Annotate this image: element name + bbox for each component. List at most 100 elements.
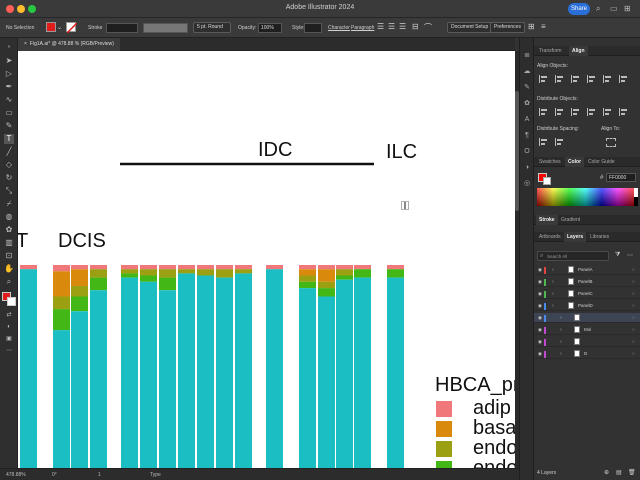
artboard-number[interactable]: 1 (98, 472, 101, 478)
visibility-eye-icon[interactable]: ◉ (538, 351, 542, 356)
distribute-icon[interactable] (571, 108, 580, 116)
tab-layers[interactable]: Layers (564, 232, 587, 242)
arrange-icon[interactable]: ⊞ (624, 4, 631, 13)
layers-options-icon[interactable]: ⋯ (627, 253, 633, 259)
target-circle-icon[interactable]: ○ (632, 315, 635, 320)
color-spectrum[interactable] (537, 188, 634, 206)
eraser-tool-icon[interactable]: ◇ (5, 160, 13, 169)
tab-align[interactable]: Align (569, 46, 588, 56)
target-circle-icon[interactable]: ○ (632, 339, 635, 344)
artboard-canvas[interactable]: IDC ILC T DCIS HBCA_pr adip basa endo endo (18, 51, 515, 468)
selection-tool-icon[interactable]: ➤ (5, 56, 13, 65)
align-right-icon[interactable]: ☰ (399, 22, 407, 31)
white-swatch[interactable] (634, 188, 638, 197)
fill-swatch[interactable] (46, 22, 56, 32)
layers-search-box[interactable]: ⌕ Search All (537, 251, 609, 261)
align-icon[interactable] (571, 75, 580, 83)
layer-row[interactable]: ◉ › D ○ (534, 349, 640, 359)
type-tool-icon[interactable]: T (4, 134, 14, 144)
appearance-icon[interactable]: ◎ (523, 180, 531, 187)
search-icon[interactable]: ⌕ (596, 4, 601, 13)
tab-color-guide[interactable]: Color Guide (588, 159, 615, 165)
target-circle-icon[interactable]: ○ (632, 303, 635, 308)
fill-color-icon[interactable] (2, 292, 11, 301)
distribute-icon[interactable] (619, 108, 628, 116)
libraries-icon[interactable]: ☁ (523, 68, 531, 75)
tab-swatches[interactable]: Swatches (539, 159, 561, 165)
blend-tool-icon[interactable]: ◍ (5, 212, 13, 221)
scroll-thumb[interactable] (515, 91, 519, 211)
tab-transform[interactable]: Transform (539, 48, 562, 54)
expand-arrow-icon[interactable]: › (552, 267, 554, 273)
spacing-icon[interactable] (555, 138, 564, 146)
minimize-window-button[interactable] (17, 5, 25, 13)
fill-dropdown-icon[interactable]: ⌄ (57, 25, 63, 31)
paintbrush-tool-icon[interactable]: ✎ (5, 121, 13, 130)
artboard-tool-icon[interactable]: ⊡ (5, 251, 13, 260)
rectangle-tool-icon[interactable]: ▭ (5, 108, 13, 117)
rotate-tool-icon[interactable]: ↻ (5, 173, 13, 182)
target-circle-icon[interactable]: ○ (632, 279, 635, 284)
draw-mode-icon[interactable]: ◐ (7, 324, 11, 330)
path-icon[interactable]: ⌒ (424, 23, 432, 32)
align-icon[interactable] (587, 75, 596, 83)
direct-selection-tool-icon[interactable]: ▷ (5, 69, 13, 78)
distribute-icon[interactable] (587, 108, 596, 116)
visibility-eye-icon[interactable]: ◉ (538, 267, 542, 272)
graph-tool-icon[interactable]: ▥ (5, 238, 13, 247)
graphic-style-dropdown[interactable] (304, 23, 322, 33)
stroke-color-icon[interactable] (7, 297, 16, 306)
opentype-icon[interactable]: O (524, 148, 530, 155)
opacity-field[interactable]: 100% (258, 23, 282, 33)
layers-filter-icon[interactable]: ⧩ (615, 252, 621, 258)
expand-arrow-icon[interactable]: › (560, 315, 562, 321)
rotation-value[interactable]: 0° (52, 472, 57, 478)
expand-arrow-icon[interactable]: › (552, 291, 554, 297)
curvature-tool-icon[interactable]: ∿ (5, 95, 13, 104)
more-tools-icon[interactable]: ⋯ (6, 348, 12, 354)
stroke-weight-field[interactable] (106, 23, 138, 33)
visibility-eye-icon[interactable]: ◉ (538, 303, 542, 308)
target-circle-icon[interactable]: ○ (632, 327, 635, 332)
tab-close-icon[interactable]: × (24, 41, 27, 47)
paragraph-link[interactable]: Paragraph (351, 25, 375, 31)
expand-arrow-icon[interactable]: › (560, 351, 562, 357)
layer-row[interactable]: ◉ › PanelD ○ (534, 301, 640, 311)
visibility-eye-icon[interactable]: ◉ (538, 279, 542, 284)
visibility-eye-icon[interactable]: ◉ (538, 315, 542, 320)
delete-layer-icon[interactable]: 🗑 (628, 470, 636, 476)
pen-tool-icon[interactable]: ✒ (5, 82, 13, 91)
layer-row[interactable]: ◉ › PanelB ○ (534, 277, 640, 287)
paragraph-icon[interactable]: ¶ (525, 132, 529, 139)
layer-row[interactable]: ◉ › PanelA ○ (534, 265, 640, 275)
align-center-icon[interactable]: ☰ (388, 22, 396, 31)
layer-row[interactable]: ◉ › ○ (534, 313, 640, 323)
preferences-button[interactable]: Preferences (490, 22, 525, 33)
tab-color[interactable]: Color (565, 157, 585, 167)
eyedropper-tool-icon[interactable]: ⌿ (6, 199, 12, 208)
align-icon[interactable] (539, 75, 548, 83)
arrange-documents-icon[interactable]: ⊞ (528, 22, 535, 31)
line-tool-icon[interactable]: ╱ (6, 147, 12, 156)
expand-arrow-icon[interactable]: › (552, 279, 554, 285)
distribute-icon[interactable] (603, 108, 612, 116)
zoom-level[interactable]: 478.88% (6, 472, 26, 478)
document-tab[interactable]: × Fig1A.ai* @ 478.88 % (RGB/Preview) (18, 38, 120, 51)
layer-row[interactable]: ◉ › PanelC ○ (534, 289, 640, 299)
distribute-icon[interactable] (555, 108, 564, 116)
swap-colors-icon[interactable]: ⇄ (6, 312, 12, 318)
symbol-sprayer-tool-icon[interactable]: ✿ (5, 225, 13, 234)
character-icon[interactable]: A (524, 116, 530, 123)
target-circle-icon[interactable]: ○ (632, 351, 635, 356)
visibility-eye-icon[interactable]: ◉ (538, 339, 542, 344)
hand-tool-icon[interactable]: ✋ (4, 264, 14, 273)
tab-artboards[interactable]: Artboards (539, 234, 561, 240)
control-menu-icon[interactable]: ≡ (541, 22, 546, 31)
new-sublayer-icon[interactable]: ▤ (616, 470, 622, 476)
share-button[interactable]: Share (568, 3, 590, 15)
tab-stroke[interactable]: Stroke (536, 215, 558, 225)
document-setup-button[interactable]: Document Setup (447, 22, 493, 33)
scale-tool-icon[interactable]: ⤡ (5, 186, 13, 195)
tab-gradient[interactable]: Gradient (561, 217, 581, 223)
spacing-icon[interactable] (539, 138, 548, 146)
